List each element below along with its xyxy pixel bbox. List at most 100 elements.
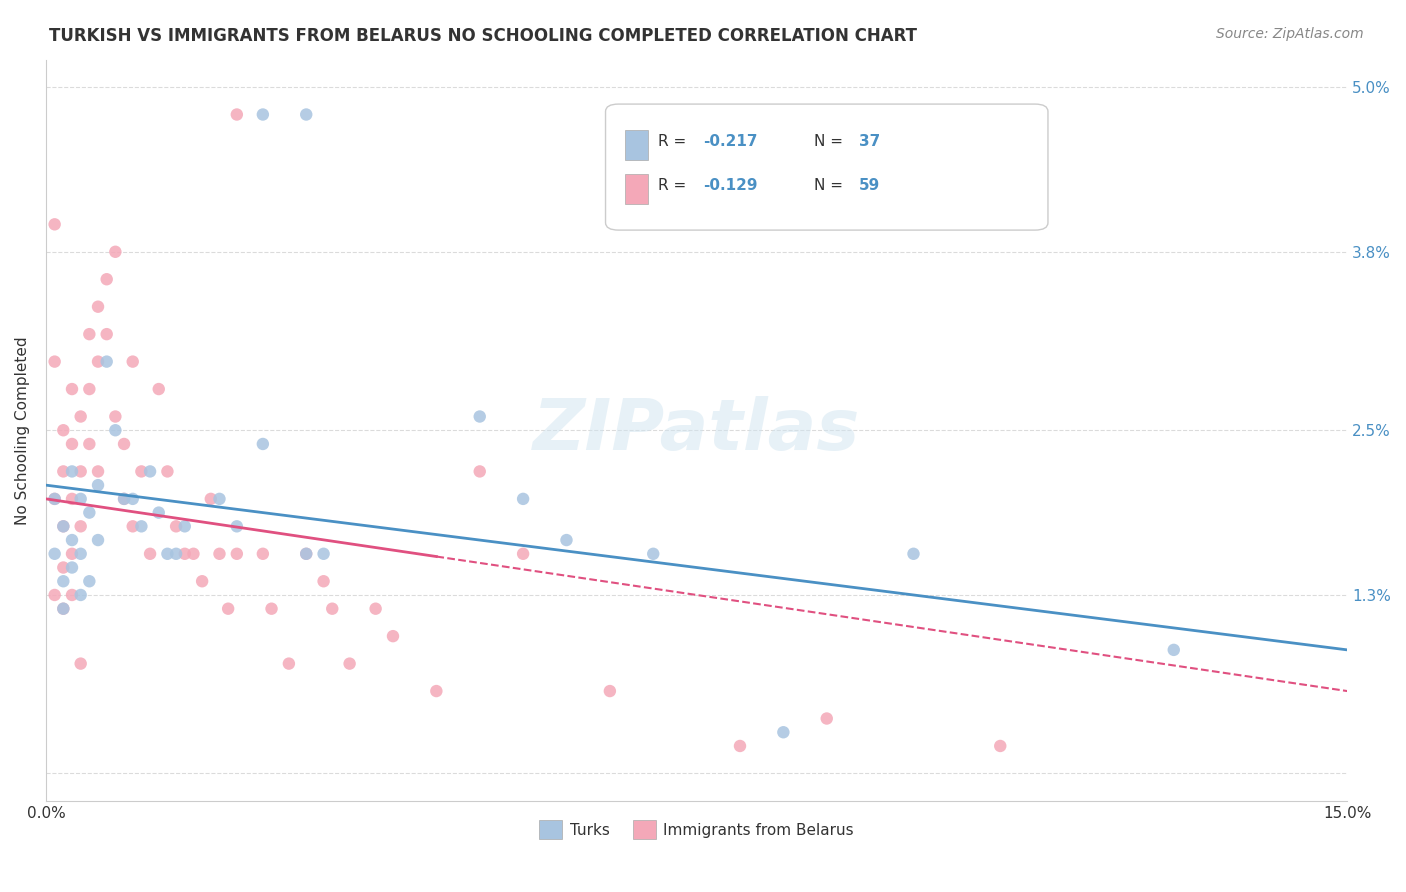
Text: N =: N =: [814, 178, 848, 194]
Point: [191, 574, 214, 589]
Point: [121, 491, 143, 506]
Point: [208, 547, 231, 561]
Text: R =: R =: [658, 178, 690, 194]
Point: [44, 354, 66, 368]
Point: [131, 465, 153, 479]
Text: 59: 59: [859, 178, 880, 194]
Point: [295, 107, 318, 121]
Point: [52, 423, 75, 437]
Point: [60, 560, 83, 574]
Point: [555, 533, 578, 547]
Point: [468, 409, 491, 424]
Y-axis label: No Schooling Completed: No Schooling Completed: [15, 336, 30, 524]
Point: [1163, 643, 1185, 657]
Point: [277, 657, 299, 671]
Point: [139, 547, 162, 561]
Point: [903, 547, 925, 561]
Point: [60, 547, 83, 561]
Point: [643, 547, 665, 561]
Point: [69, 465, 91, 479]
Point: [104, 409, 127, 424]
Point: [87, 300, 110, 314]
Point: [69, 588, 91, 602]
Point: [217, 601, 239, 615]
Point: [79, 382, 101, 396]
Point: [165, 547, 187, 561]
Point: [52, 519, 75, 533]
Text: Source: ZipAtlas.com: Source: ZipAtlas.com: [1216, 27, 1364, 41]
Point: [225, 107, 247, 121]
Point: [165, 519, 187, 533]
Point: [69, 491, 91, 506]
Point: [139, 465, 162, 479]
Point: [156, 465, 179, 479]
Point: [87, 465, 110, 479]
Point: [382, 629, 405, 643]
Point: [148, 382, 170, 396]
Text: -0.129: -0.129: [703, 178, 758, 194]
Point: [200, 491, 222, 506]
Point: [60, 437, 83, 451]
Point: [79, 506, 101, 520]
Point: [44, 547, 66, 561]
Point: [121, 354, 143, 368]
Point: [52, 601, 75, 615]
Point: [52, 574, 75, 589]
Point: [79, 327, 101, 342]
Point: [104, 244, 127, 259]
Bar: [626, 175, 648, 204]
Point: [79, 437, 101, 451]
Point: [295, 547, 318, 561]
Point: [112, 437, 135, 451]
Point: [112, 491, 135, 506]
Point: [52, 519, 75, 533]
Point: [60, 491, 83, 506]
Point: [60, 533, 83, 547]
Text: R =: R =: [658, 134, 690, 149]
Point: [599, 684, 621, 698]
FancyBboxPatch shape: [606, 104, 1047, 230]
Point: [321, 601, 343, 615]
Point: [121, 519, 143, 533]
Point: [52, 465, 75, 479]
Point: [148, 506, 170, 520]
Point: [815, 712, 838, 726]
Point: [173, 547, 195, 561]
Point: [52, 601, 75, 615]
Legend: Turks, Immigrants from Belarus: Turks, Immigrants from Belarus: [533, 814, 860, 845]
Text: ZIPatlas: ZIPatlas: [533, 396, 860, 465]
Point: [225, 547, 247, 561]
Point: [87, 533, 110, 547]
Point: [96, 354, 118, 368]
Point: [69, 519, 91, 533]
Point: [69, 547, 91, 561]
Text: TURKISH VS IMMIGRANTS FROM BELARUS NO SCHOOLING COMPLETED CORRELATION CHART: TURKISH VS IMMIGRANTS FROM BELARUS NO SC…: [49, 27, 917, 45]
Point: [772, 725, 794, 739]
Point: [112, 491, 135, 506]
Point: [468, 465, 491, 479]
Point: [252, 547, 274, 561]
Point: [52, 560, 75, 574]
Point: [260, 601, 283, 615]
Point: [364, 601, 387, 615]
Point: [988, 739, 1011, 753]
Point: [173, 519, 195, 533]
Point: [225, 519, 247, 533]
Point: [104, 423, 127, 437]
Point: [96, 272, 118, 286]
Point: [512, 491, 534, 506]
Text: 37: 37: [859, 134, 880, 149]
Point: [44, 588, 66, 602]
Point: [131, 519, 153, 533]
Point: [60, 382, 83, 396]
Point: [44, 217, 66, 231]
Point: [183, 547, 205, 561]
Point: [60, 588, 83, 602]
Point: [79, 574, 101, 589]
Text: -0.217: -0.217: [703, 134, 758, 149]
Point: [44, 491, 66, 506]
Text: N =: N =: [814, 134, 848, 149]
Point: [96, 327, 118, 342]
Point: [156, 547, 179, 561]
Point: [252, 107, 274, 121]
